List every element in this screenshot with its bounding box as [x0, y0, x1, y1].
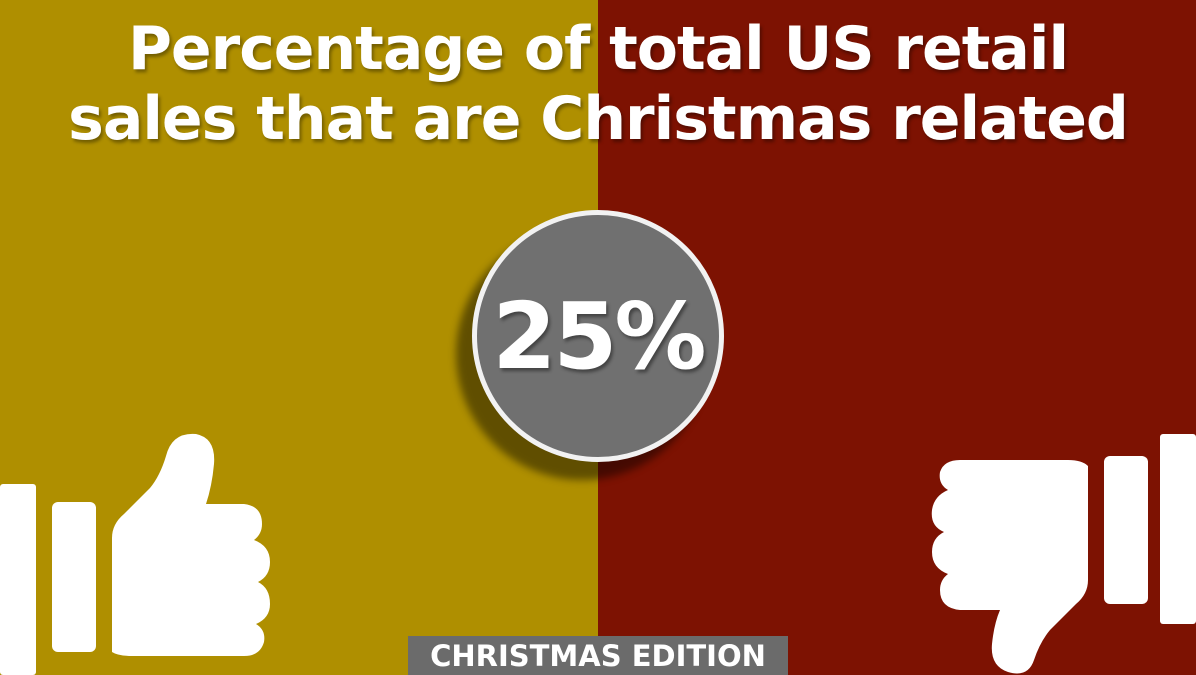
page-title: Percentage of total US retail sales that…: [0, 14, 1196, 154]
percentage-value: 25%: [492, 282, 706, 390]
percentage-circle: 25%: [472, 210, 724, 462]
thumbs-up-icon: [0, 433, 270, 675]
thumbs-down-icon: [931, 434, 1196, 674]
title-line-2: sales that are Christmas related: [68, 84, 1129, 154]
edition-badge: CHRISTMAS EDITION: [408, 636, 788, 675]
title-line-1: Percentage of total US retail: [127, 14, 1069, 84]
